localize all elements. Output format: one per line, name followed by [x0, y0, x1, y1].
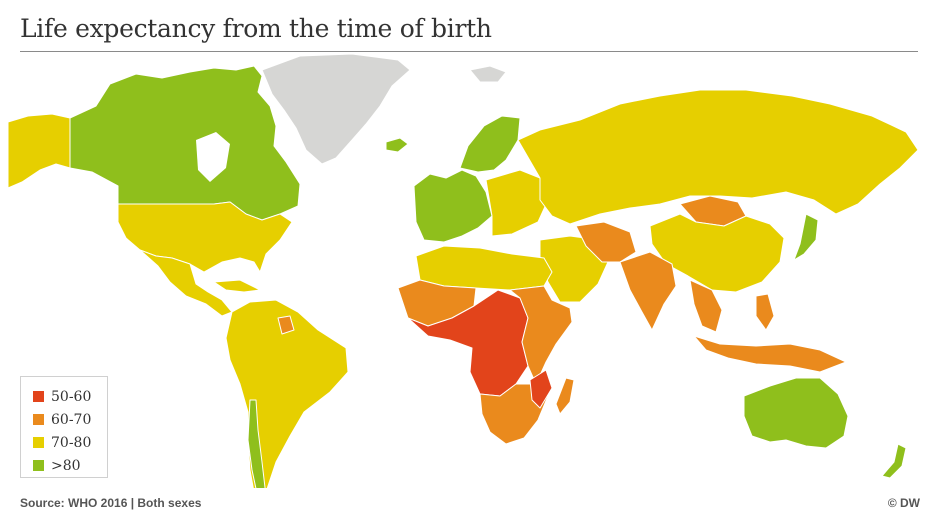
region-north-africa	[415, 245, 553, 291]
region-indonesia	[693, 335, 847, 373]
region-scandinavia	[459, 115, 521, 173]
region-new-zealand	[881, 443, 907, 479]
region-east-africa	[509, 285, 573, 385]
legend-label: 60-70	[51, 411, 92, 428]
world-map	[0, 52, 940, 488]
legend-swatch	[33, 437, 44, 448]
legend-item: 50-60	[33, 385, 107, 408]
legend-swatch	[33, 391, 44, 402]
legend-swatch	[33, 460, 44, 471]
region-hudson-bay	[196, 132, 230, 182]
region-iceland	[385, 137, 409, 153]
region-alaska	[7, 113, 71, 189]
region-south-asia-west	[575, 221, 637, 263]
legend-swatch	[33, 414, 44, 425]
region-greenland	[261, 53, 411, 165]
legend-label: >80	[51, 457, 81, 474]
region-mexico	[139, 249, 233, 317]
region-russia	[517, 89, 919, 225]
region-philippines	[755, 293, 775, 331]
region-chile	[247, 399, 266, 488]
legend-item: 70-80	[33, 431, 107, 454]
legend-item: >80	[33, 454, 107, 477]
region-india	[619, 251, 677, 331]
legend-item: 60-70	[33, 408, 107, 431]
map-title: Life expectancy from the time of birth	[20, 14, 492, 43]
region-southern-africa	[479, 383, 549, 445]
title-divider	[20, 51, 918, 52]
region-canada	[69, 65, 301, 221]
world-map-svg	[7, 53, 919, 488]
credit-note: © DW	[887, 496, 920, 510]
region-china	[649, 213, 785, 293]
region-svalbard	[469, 65, 507, 83]
region-madagascar	[555, 377, 575, 415]
source-note: Source: WHO 2016 | Both sexes	[20, 496, 202, 510]
region-guyana	[277, 315, 295, 335]
region-mozambique	[529, 369, 553, 409]
region-caribbean	[213, 279, 261, 293]
region-japan	[793, 213, 819, 261]
region-australia	[743, 377, 849, 449]
region-southeast-asia	[689, 279, 723, 333]
region-western-europe	[413, 169, 493, 243]
map-legend: 50-60 60-70 70-80 >80	[20, 376, 108, 478]
region-eastern-europe	[485, 169, 549, 237]
legend-label: 70-80	[51, 434, 92, 451]
legend-label: 50-60	[51, 388, 92, 405]
